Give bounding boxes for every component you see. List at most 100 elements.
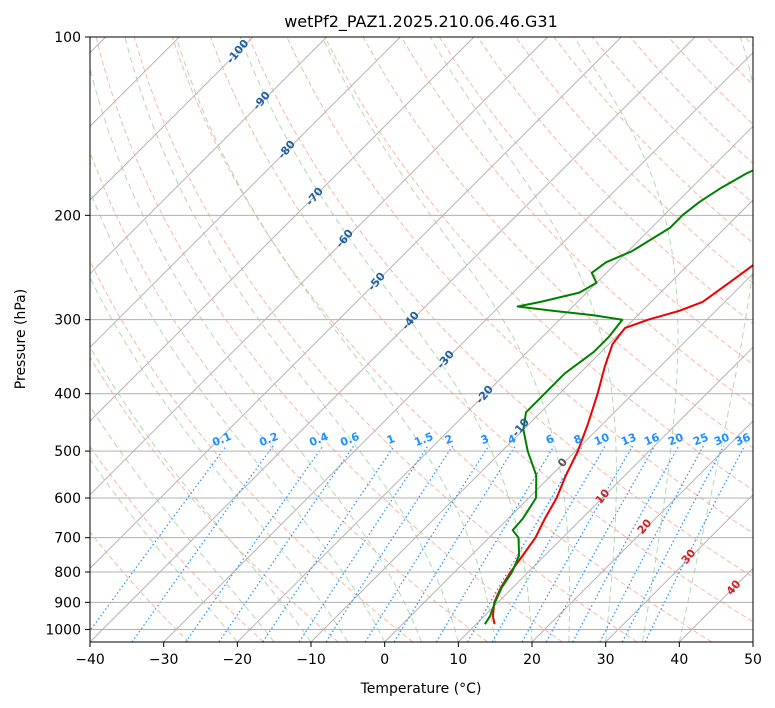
moist-adiabat-line (90, 405, 275, 642)
mixing-ratio-line (364, 445, 490, 642)
mixing-ratio-label: 3 (479, 432, 491, 447)
moist-adiabat-line (321, 37, 571, 642)
y-tick-label: 800 (54, 565, 81, 581)
x-tick-label: 30 (597, 652, 615, 668)
y-tick-label: 600 (54, 491, 81, 507)
dry-adiabat-label: -90 (250, 89, 273, 113)
dry-adiabat-line (90, 259, 414, 642)
y-tick-label: 500 (54, 444, 81, 460)
x-tick-label: 0 (380, 652, 389, 668)
x-tick-label: −30 (149, 652, 179, 668)
mixing-ratio-line (298, 445, 429, 642)
dry-adiabat-line (90, 150, 488, 642)
y-tick-label: 300 (54, 313, 81, 329)
y-tick-label: 400 (54, 387, 81, 403)
mixing-ratio-line (262, 445, 395, 642)
isotherm-line (90, 37, 622, 570)
x-tick-label: −20 (223, 652, 253, 668)
dry-adiabat-line (95, 37, 563, 642)
y-tick-label: 200 (54, 208, 81, 224)
x-tick-label: 10 (449, 652, 467, 668)
y-tick-label: 700 (54, 531, 81, 547)
mixing-ratio-line (521, 445, 634, 642)
mixing-ratio-line (599, 445, 704, 642)
moist-adiabat-line (678, 37, 753, 642)
moist-adiabat-line (239, 37, 533, 642)
isotherm-line (752, 641, 753, 642)
isotherm-line (236, 125, 753, 642)
mixing-ratio-label: 0.6 (338, 430, 361, 449)
dry-adiabat-line (744, 37, 753, 47)
mixing-ratio-label: 0.4 (307, 430, 330, 449)
isotherm-line (90, 37, 475, 422)
mixing-ratio-line (644, 445, 746, 642)
dry-adiabat-line (515, 37, 753, 284)
x-axis-label: Temperature (°C) (360, 681, 482, 697)
isotherm-line (90, 37, 254, 201)
y-tick-label: 900 (54, 595, 81, 611)
moist-adiabat-label: 0 (555, 455, 570, 469)
mixing-ratio-line (185, 445, 324, 642)
isotherm-line (531, 420, 753, 642)
x-tick-label: 20 (523, 652, 541, 668)
dry-adiabat-line (210, 37, 753, 623)
temperature-profile-line (491, 263, 753, 625)
isotherm-line (384, 272, 753, 642)
mixing-ratio-label: 1 (385, 432, 397, 447)
isotherm-line (310, 199, 753, 642)
mixing-ratio-label: 6 (544, 432, 556, 447)
dry-adiabat-line (553, 37, 753, 244)
x-tick-label: 50 (744, 652, 762, 668)
mixing-ratio-label: 25 (691, 431, 710, 449)
mixing-ratio-label: 1.5 (412, 430, 435, 449)
x-tick-label: −40 (75, 652, 105, 668)
moist-adiabat-line (573, 37, 679, 642)
isotherm-line (90, 37, 549, 496)
dry-adiabat-line (438, 37, 753, 366)
moist-adiabat-line (90, 66, 422, 642)
dry-adiabat-line (171, 37, 712, 642)
dry-adiabat-line (324, 37, 753, 491)
mixing-ratio-label: 16 (642, 431, 661, 449)
dry-adiabat-label: -100 (224, 37, 252, 67)
dry-adiabat-line (90, 531, 190, 642)
dry-adiabat-label: -80 (275, 138, 298, 162)
isotherm-line (90, 37, 401, 349)
moist-adiabat-line (90, 189, 386, 642)
mixing-ratio-line (90, 445, 227, 632)
mixing-ratio-label: 8 (572, 432, 584, 447)
mixing-ratio-line (466, 445, 584, 642)
mixing-ratio-label: 10 (592, 431, 611, 449)
mixing-ratio-line (621, 445, 725, 642)
dry-adiabat-line (400, 37, 753, 407)
y-tick-label: 1000 (45, 622, 81, 638)
moist-adiabat-label: 10 (593, 486, 613, 506)
dry-adiabat-line (133, 37, 638, 642)
mixing-ratio-label: 0.2 (257, 430, 280, 449)
mixing-ratio-line (435, 445, 555, 642)
dry-adiabat-line (90, 445, 264, 642)
mixing-ratio-line (572, 445, 680, 642)
mixing-ratio-label: 36 (733, 431, 752, 449)
mixing-ratio-line (325, 445, 454, 642)
isotherm-line (457, 346, 753, 642)
chart-title: wetPf2_PAZ1.2025.210.06.46.G31 (284, 12, 558, 32)
x-tick-label: 40 (670, 652, 688, 668)
dry-adiabat-line (90, 356, 339, 642)
moist-adiabat-label: 20 (635, 516, 655, 536)
mixing-ratio-line (393, 445, 516, 642)
mixing-ratio-label: 13 (619, 431, 638, 449)
y-axis-label: Pressure (hPa) (13, 289, 29, 389)
moist-adiabat-line (90, 458, 238, 642)
mixing-ratio-label: 30 (712, 431, 731, 449)
mixing-ratio-line (218, 445, 355, 642)
mixing-ratio-label: 2 (443, 432, 455, 447)
mixing-ratio-line (545, 445, 656, 642)
dry-adiabat-line (706, 37, 753, 86)
isotherm-line (163, 51, 753, 642)
moist-adiabat-line (90, 276, 349, 642)
isotherm-line (90, 37, 696, 642)
isotherm-line (605, 493, 753, 642)
moist-adiabat-line (429, 37, 617, 642)
